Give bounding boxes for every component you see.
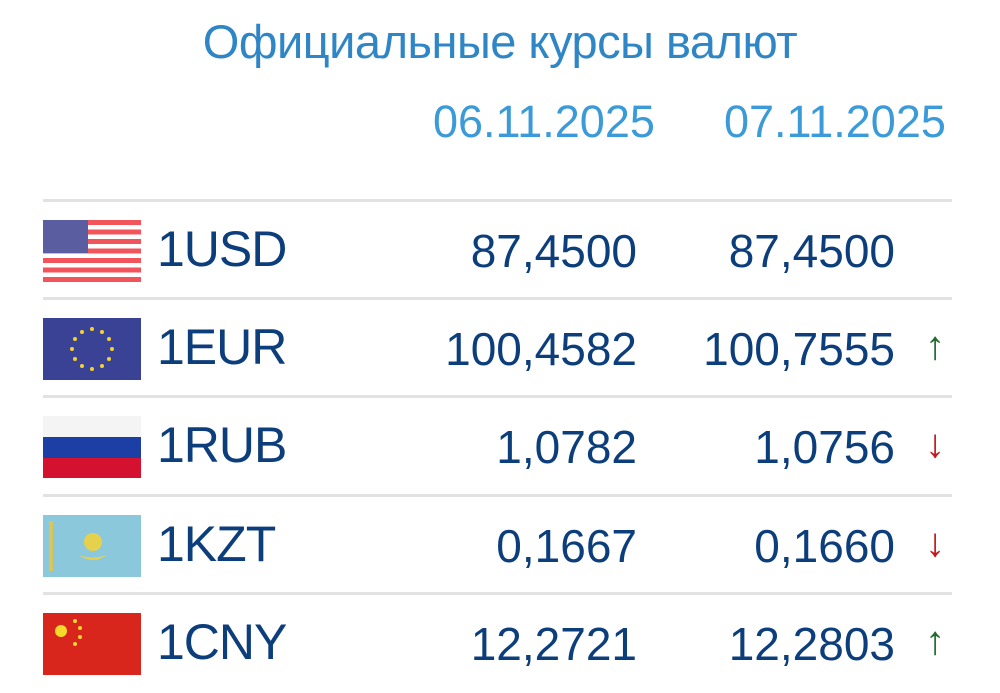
rate-current: 12,2803 [728, 618, 895, 670]
us-flag-icon [43, 220, 141, 282]
rate-previous: 12,2721 [470, 618, 637, 670]
eu-flag-icon [43, 318, 141, 380]
arrow-up-icon: ↑ [925, 619, 945, 663]
page-title: Официальные курсы валют [202, 15, 798, 68]
kz-flag-icon [43, 515, 141, 577]
rate-row-usd: 1USD 87,4500 87,4500 [43, 199, 952, 300]
rate-previous: 100,4582 [445, 323, 637, 375]
currency-code: 1USD [157, 221, 287, 277]
rate-row-cny: 1CNY 12,2721 12,2803 ↑ [43, 592, 952, 693]
date-previous: 06.11.2025 [433, 96, 655, 147]
arrow-down-icon: ↓ [925, 521, 945, 565]
arrow-down-icon: ↓ [925, 422, 945, 466]
currency-code: 1CNY [157, 614, 287, 670]
cn-flag-icon [43, 613, 141, 675]
rate-current: 0,1660 [754, 520, 895, 572]
currency-code: 1RUB [157, 417, 287, 473]
rate-row-rub: 1RUB 1,0782 1,0756 ↓ [43, 395, 952, 496]
date-current: 07.11.2025 [724, 96, 946, 147]
ru-flag-icon [43, 416, 141, 478]
rate-row-eur: 1EUR 100,4582 100,7555 ↑ [43, 297, 952, 398]
rate-previous: 0,1667 [496, 520, 637, 572]
rate-previous: 87,4500 [470, 225, 637, 277]
rate-current: 1,0756 [754, 421, 895, 473]
rate-current: 87,4500 [728, 225, 895, 277]
rate-current: 100,7555 [703, 323, 895, 375]
rate-row-kzt: 1KZT 0,1667 0,1660 ↓ [43, 494, 952, 595]
currency-code: 1KZT [157, 516, 276, 572]
currency-code: 1EUR [157, 319, 287, 375]
arrow-up-icon: ↑ [925, 324, 945, 368]
rate-previous: 1,0782 [496, 421, 637, 473]
